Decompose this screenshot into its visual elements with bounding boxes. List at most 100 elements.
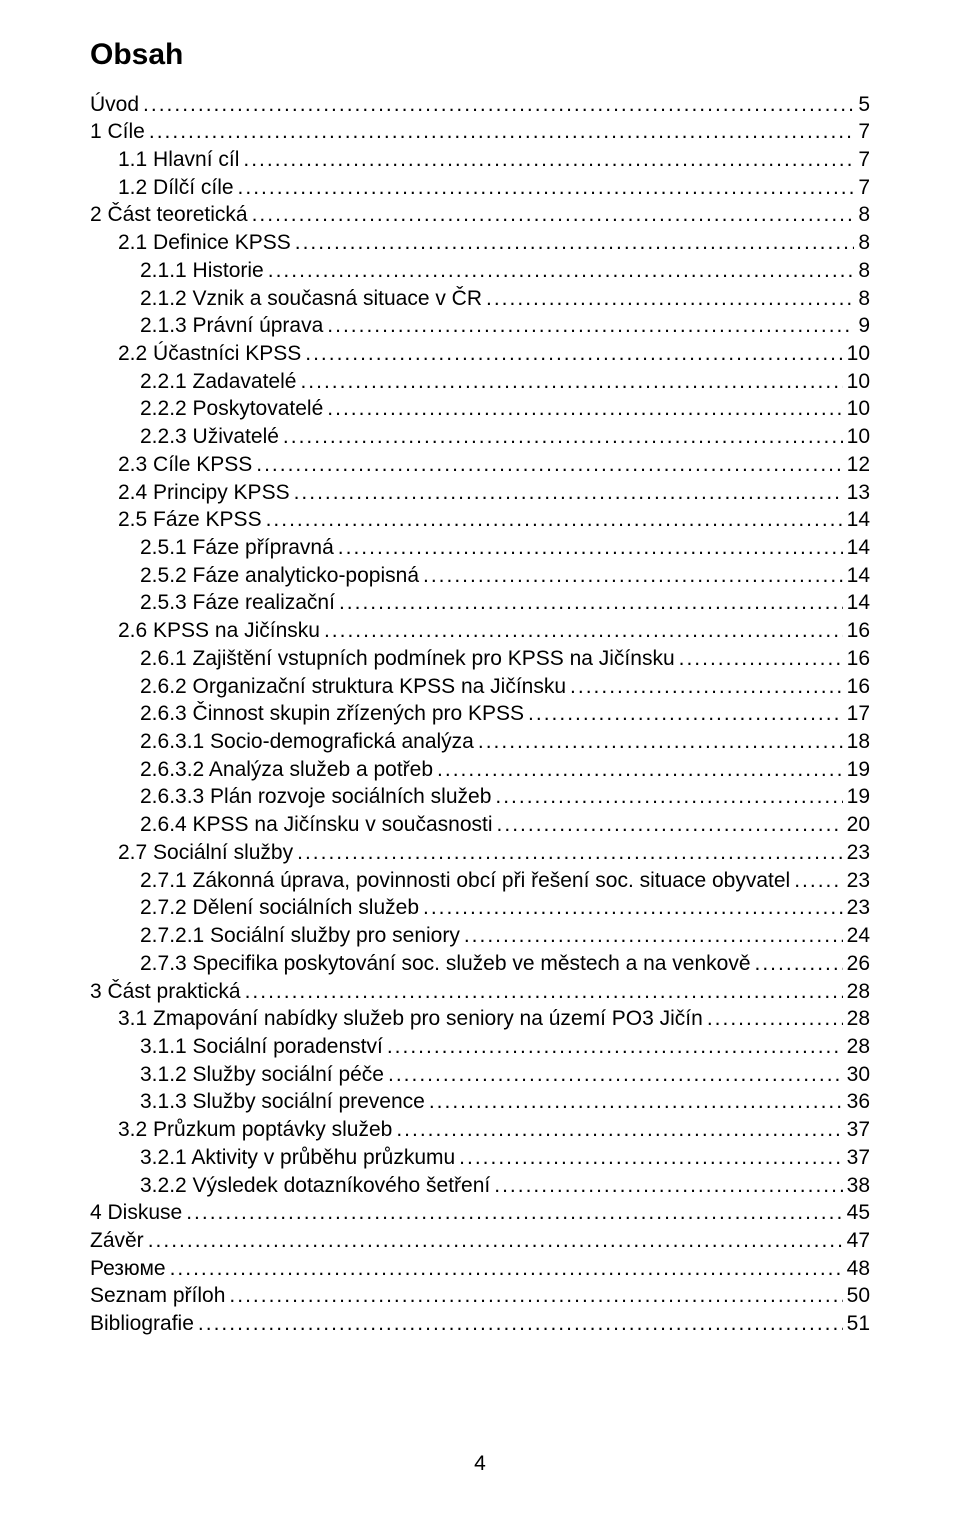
toc-entry: 2.7.2.1 Sociální služby pro seniory 24 — [90, 922, 870, 950]
toc-entry-page: 45 — [847, 1199, 870, 1227]
toc-entry-page: 13 — [847, 479, 870, 507]
toc-entry-page: 10 — [847, 368, 870, 396]
toc-entry-label: 2.2.3 Uživatelé — [140, 423, 279, 451]
toc-entry-page: 7 — [858, 174, 870, 202]
toc-entry-label: 2.2.1 Zadavatelé — [140, 368, 296, 396]
toc-dots — [497, 811, 843, 839]
toc-dots — [238, 174, 855, 202]
toc-entry-label: 2.5.3 Fáze realizační — [140, 589, 335, 617]
toc-dots — [170, 1255, 843, 1283]
toc-entry-page: 10 — [847, 340, 870, 368]
toc-entry-page: 24 — [847, 922, 870, 950]
toc-entry: Úvod5 — [90, 91, 870, 119]
toc-entry: 3.2.2 Výsledek dotazníkového šetření38 — [90, 1172, 870, 1200]
toc-dots — [198, 1310, 843, 1338]
toc-entry-label: 3.1 Zmapování nabídky služeb pro seniory… — [118, 1005, 703, 1033]
toc-entry-label: 2.2.2 Poskytovatelé — [140, 395, 323, 423]
toc-entry: 2.3 Cíle KPSS12 — [90, 451, 870, 479]
toc-entry: 2.1.3 Právní úprava 9 — [90, 312, 870, 340]
toc-entry-label: 2.2 Účastníci KPSS — [118, 340, 301, 368]
toc-dots — [755, 950, 843, 978]
toc-entry: 1.1 Hlavní cíl7 — [90, 146, 870, 174]
toc-entry-page: 37 — [847, 1144, 870, 1172]
toc-dots — [295, 229, 855, 257]
toc-dots — [149, 118, 854, 146]
toc-entry-page: 28 — [847, 1005, 870, 1033]
toc-entry-page: 19 — [847, 756, 870, 784]
toc-dots — [429, 1088, 843, 1116]
toc-entry: 2.5.2 Fáze analyticko-popisná14 — [90, 562, 870, 590]
toc-dots — [437, 756, 843, 784]
toc-dots — [339, 589, 843, 617]
toc-entry-label: 2.6.3.3 Plán rozvoje sociálních služeb — [140, 783, 491, 811]
toc-dots — [300, 368, 842, 396]
toc-entry: 1 Cíle 7 — [90, 118, 870, 146]
toc-entry-label: 2.6.4 KPSS na Jičínsku v současnosti — [140, 811, 493, 839]
toc-entry-page: 50 — [847, 1282, 870, 1310]
toc-entry: 3 Část praktická28 — [90, 978, 870, 1006]
toc-entry-label: 2.1 Definice KPSS — [118, 229, 291, 257]
toc-dots — [794, 867, 842, 895]
toc-dots — [570, 673, 843, 701]
toc-dots — [478, 728, 843, 756]
toc-dots — [388, 1061, 843, 1089]
toc-entry-page: 10 — [847, 423, 870, 451]
toc-entry: 2 Část teoretická8 — [90, 201, 870, 229]
toc-entry-label: 2.1.3 Právní úprava — [140, 312, 323, 340]
toc-entry-label: Závěr — [90, 1227, 144, 1255]
toc-entry-label: 1.2 Dílčí cíle — [118, 174, 234, 202]
toc-entry-label: 2.7 Sociální služby — [118, 839, 293, 867]
toc-entry-page: 9 — [858, 312, 870, 340]
toc-entry-label: 1 Cíle — [90, 118, 145, 146]
toc-title: Obsah — [90, 38, 870, 73]
toc-dots — [143, 91, 854, 119]
toc-entry-label: 3 Část praktická — [90, 978, 241, 1006]
toc-entry-label: 2.7.2.1 Sociální služby pro seniory — [140, 922, 460, 950]
toc-entry-label: 2.7.2 Dělení sociálních služeb — [140, 894, 419, 922]
toc-entry-page: 19 — [847, 783, 870, 811]
toc-entry: 2.2.2 Poskytovatelé 10 — [90, 395, 870, 423]
toc-dots — [294, 479, 843, 507]
toc-entry-page: 7 — [858, 118, 870, 146]
toc-dots — [486, 285, 854, 313]
toc-entry-page: 36 — [847, 1088, 870, 1116]
toc-entry: 2.5.3 Fáze realizační 14 — [90, 589, 870, 617]
toc-dots — [338, 534, 843, 562]
toc-entry-label: Резюме — [90, 1255, 166, 1283]
toc-dots — [327, 395, 842, 423]
document-page: Obsah Úvod51 Cíle 71.1 Hlavní cíl71.2 Díl… — [0, 0, 960, 1518]
toc-entry-page: 14 — [847, 534, 870, 562]
toc-entry: 3.1 Zmapování nabídky služeb pro seniory… — [90, 1005, 870, 1033]
toc-entry-page: 8 — [858, 285, 870, 313]
toc-entry: 2.2.1 Zadavatelé 10 — [90, 368, 870, 396]
toc-entry-page: 26 — [847, 950, 870, 978]
toc-entry-label: 2.6 KPSS na Jičínsku — [118, 617, 320, 645]
toc-entry: 2.6.4 KPSS na Jičínsku v současnosti20 — [90, 811, 870, 839]
toc-entry: Резюме48 — [90, 1255, 870, 1283]
toc-entry-label: 3.1.2 Služby sociální péče — [140, 1061, 384, 1089]
toc-entry: 2.6.2 Organizační struktura KPSS na Jičí… — [90, 673, 870, 701]
toc-entry-page: 51 — [847, 1310, 870, 1338]
toc-entry-page: 5 — [858, 91, 870, 119]
toc-entry: 2.5.1 Fáze přípravná14 — [90, 534, 870, 562]
toc-entry-page: 28 — [847, 1033, 870, 1061]
toc-entry-page: 47 — [847, 1227, 870, 1255]
toc-entry: 2.6 KPSS na Jičínsku16 — [90, 617, 870, 645]
toc-entry: 1.2 Dílčí cíle 7 — [90, 174, 870, 202]
toc-dots — [327, 312, 854, 340]
toc-entry: 2.1.1 Historie8 — [90, 257, 870, 285]
toc-dots — [245, 978, 843, 1006]
toc-entry-page: 10 — [847, 395, 870, 423]
toc-entry: 2.6.3 Činnost skupin zřízených pro KPSS1… — [90, 700, 870, 728]
toc-entry-page: 14 — [847, 589, 870, 617]
toc-dots — [229, 1282, 842, 1310]
toc-entry: 2.5 Fáze KPSS14 — [90, 506, 870, 534]
toc-entry-page: 16 — [847, 673, 870, 701]
toc-entry-label: 2.5 Fáze KPSS — [118, 506, 262, 534]
toc-entry-page: 8 — [858, 229, 870, 257]
toc-entry-label: 2.6.3.2 Analýza služeb a potřeb — [140, 756, 433, 784]
toc-entry-label: 3.2.1 Aktivity v průběhu průzkumu — [140, 1144, 455, 1172]
toc-entry: 4 Diskuse45 — [90, 1199, 870, 1227]
toc-entry: 2.6.3.3 Plán rozvoje sociálních služeb 19 — [90, 783, 870, 811]
toc-entry-page: 8 — [858, 257, 870, 285]
